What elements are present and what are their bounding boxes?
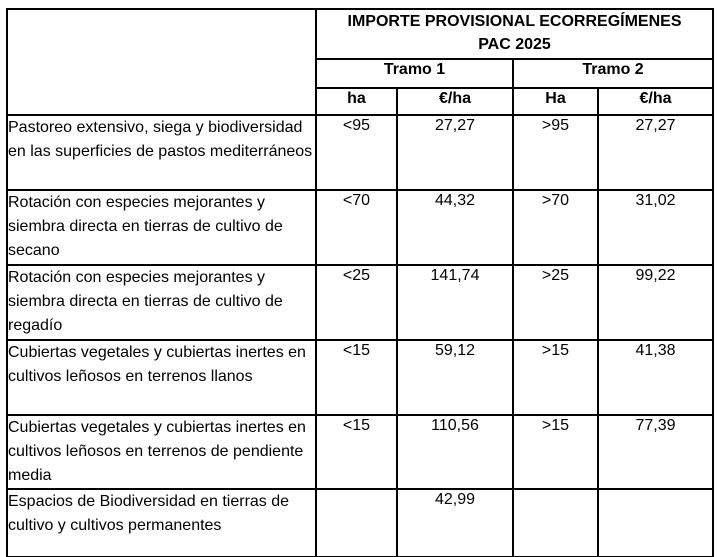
table-row-cubiertas-llanos: Cubiertas vegetales y cubiertas inertes … xyxy=(6,339,715,416)
table-row-rotacion-secano: Rotación con especies mejorantes y siemb… xyxy=(6,189,715,266)
table-title: IMPORTE PROVISIONAL ECORREGÍMENES PAC 20… xyxy=(314,8,715,60)
tramo2-eur-ha-value: 41,38 xyxy=(596,339,715,416)
tramo1-ha-value: <15 xyxy=(315,339,398,416)
tramo1-ha-value: <95 xyxy=(315,114,398,191)
tramo1-eur-ha-value: 110,56 xyxy=(396,414,514,490)
row-label: Espacios de Biodiversidad en tierras de … xyxy=(6,488,317,557)
row-label: Pastoreo extensivo, siega y biodiversida… xyxy=(6,114,317,191)
tramo1-eur-ha-value: 141,74 xyxy=(396,264,514,341)
tramo1-eur-ha-value: 44,32 xyxy=(396,189,514,266)
row-label: Cubiertas vegetales y cubiertas inertes … xyxy=(6,414,317,490)
header-title-row: IMPORTE PROVISIONAL ECORREGÍMENES PAC 20… xyxy=(6,8,715,116)
tramo1-eur-ha-value: 42,99 xyxy=(396,488,514,557)
header-group-row: Tramo 1 Tramo 2 xyxy=(7,58,715,89)
tramo2-ha-value xyxy=(512,488,599,557)
tramo2-eur-ha-value xyxy=(596,488,715,557)
tramo2-ha-value: >15 xyxy=(512,414,599,490)
header-subcolumn-row: ha €/ha Ha €/ha xyxy=(7,87,715,116)
tramo2-ha-value: >25 xyxy=(512,264,599,341)
tramo2-ha-value: >15 xyxy=(512,339,599,416)
table-row-espacios-biodiversidad: Espacios de Biodiversidad en tierras de … xyxy=(6,488,715,557)
table-row-pastoreo-extensivo: Pastoreo extensivo, siega y biodiversida… xyxy=(6,114,715,191)
column-header-tramo1-eur-ha: €/ha xyxy=(396,87,514,116)
tramo1-eur-ha-value: 27,27 xyxy=(396,114,514,191)
tramo2-ha-value: >95 xyxy=(512,114,599,191)
table-title-line-1: IMPORTE PROVISIONAL ECORREGÍMENES xyxy=(347,13,682,30)
column-header-tramo1-ha: ha xyxy=(315,87,398,116)
tramo2-eur-ha-value: 27,27 xyxy=(596,114,715,191)
tramo2-ha-value: >70 xyxy=(512,189,599,266)
tramo1-ha-value: <70 xyxy=(315,189,398,266)
table-row-rotacion-regadio: Rotación con especies mejorantes y siemb… xyxy=(6,264,715,341)
row-label: Rotación con especies mejorantes y siemb… xyxy=(6,189,317,266)
tramo2-eur-ha-value: 99,22 xyxy=(596,264,715,341)
ecoregimes-table: IMPORTE PROVISIONAL ECORREGÍMENES PAC 20… xyxy=(6,8,715,557)
tramo1-eur-ha-value: 59,12 xyxy=(396,339,514,416)
row-label: Rotación con especies mejorantes y siemb… xyxy=(6,264,317,341)
tramo1-ha-value xyxy=(315,488,398,557)
tramo2-eur-ha-value: 77,39 xyxy=(596,414,715,490)
row-label: Cubiertas vegetales y cubiertas inertes … xyxy=(6,339,317,416)
table-row-cubiertas-pendiente-media: Cubiertas vegetales y cubiertas inertes … xyxy=(6,414,715,490)
group-header-tramo-1: Tramo 1 xyxy=(315,58,514,89)
column-header-tramo2-ha: Ha xyxy=(512,87,599,116)
tramo1-ha-value: <15 xyxy=(315,414,398,490)
tramo1-ha-value: <25 xyxy=(315,264,398,341)
tramo2-eur-ha-value: 31,02 xyxy=(596,189,715,266)
group-header-tramo-2: Tramo 2 xyxy=(511,58,715,89)
table-title-line-2: PAC 2025 xyxy=(478,36,551,53)
empty-corner-cell xyxy=(6,8,317,116)
column-header-tramo2-eur-ha: €/ha xyxy=(596,87,715,116)
